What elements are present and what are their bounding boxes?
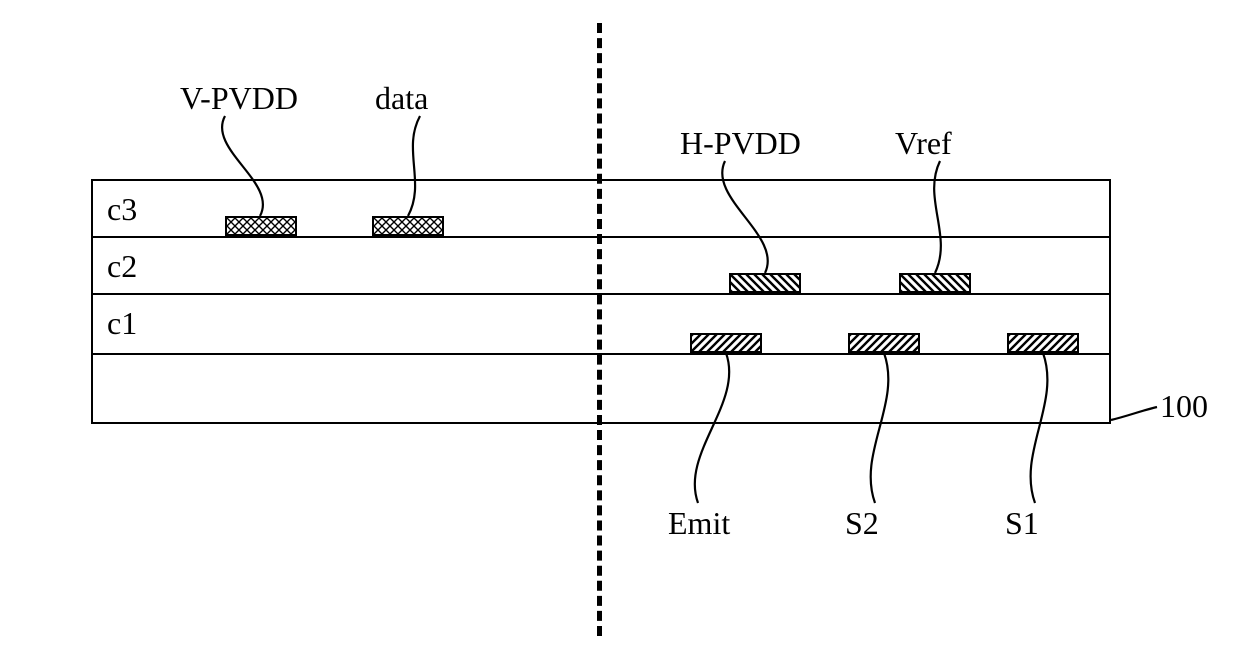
s2-signal xyxy=(848,333,920,353)
s1-fill xyxy=(1009,335,1077,351)
reference-label: 100 xyxy=(1160,388,1208,425)
emit-fill xyxy=(692,335,760,351)
vpvdd-signal xyxy=(225,216,297,236)
diagram-canvas: c3 c2 c1 V-PVDD data H-PVDD Vref Emit S2 S1 100 xyxy=(0,0,1240,657)
s2-label: S2 xyxy=(845,505,879,542)
data-signal xyxy=(372,216,444,236)
hpvdd-fill xyxy=(731,275,799,291)
vref-signal xyxy=(899,273,971,293)
s1-label: S1 xyxy=(1005,505,1039,542)
centerline xyxy=(597,23,602,636)
vpvdd-label: V-PVDD xyxy=(180,80,298,117)
emit-signal xyxy=(690,333,762,353)
hpvdd-signal xyxy=(729,273,801,293)
layer-label: c3 xyxy=(107,191,137,228)
layer-label: c1 xyxy=(107,305,137,342)
hpvdd-label: H-PVDD xyxy=(680,125,801,162)
layer-label: c2 xyxy=(107,248,137,285)
data-fill xyxy=(374,218,442,234)
emit-label: Emit xyxy=(668,505,730,542)
data-label: data xyxy=(375,80,428,117)
vref-label: Vref xyxy=(895,125,952,162)
vref-fill xyxy=(901,275,969,291)
vpvdd-fill xyxy=(227,218,295,234)
s2-fill xyxy=(850,335,918,351)
s1-signal xyxy=(1007,333,1079,353)
